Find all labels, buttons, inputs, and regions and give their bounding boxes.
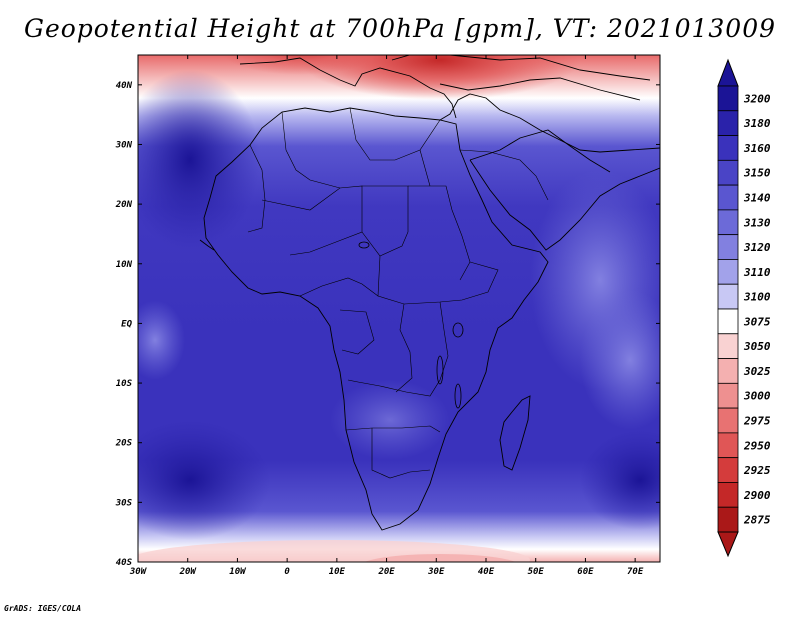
lon-label: 30W	[129, 567, 148, 577]
colorbar-swatch	[717, 283, 739, 310]
lat-label: 40S	[116, 558, 133, 568]
colorbar-swatch	[717, 184, 739, 211]
colorbar-label: 3130	[743, 216, 771, 229]
lon-label: 70E	[627, 567, 644, 577]
colorbar-swatch	[717, 506, 739, 533]
colorbar-swatch	[717, 209, 739, 236]
colorbar-label: 2900	[743, 489, 771, 502]
lat-label: 20S	[115, 439, 133, 449]
colorbar-label: 3200	[743, 92, 771, 105]
colorbar-swatch	[717, 407, 739, 434]
colorbar-swatch	[717, 135, 739, 161]
lat-label: 30S	[115, 498, 133, 508]
colorbar-swatch	[717, 382, 739, 409]
height-field	[138, 55, 660, 562]
colorbar-label: 3025	[743, 365, 771, 378]
coastlines	[199, 55, 660, 531]
colorbar-swatch	[717, 259, 739, 285]
longitude-axis: 30W 20W 10W 0 10E 20E 30E 40E 50E 60E 70E	[129, 55, 644, 577]
lat-label: 30N	[115, 140, 133, 150]
lon-label: 40E	[478, 567, 495, 577]
lon-label: 20W	[179, 567, 198, 577]
colorbar-min-arrow	[717, 531, 739, 558]
lakes	[358, 241, 464, 409]
colorbar: 3200 3180 3160 3150 3140 3130 3120 3110 3100 3075…	[717, 58, 771, 558]
map-frame	[137, 54, 661, 563]
colorbar-swatch	[717, 110, 739, 136]
colorbar-swatch	[717, 457, 739, 483]
credit-text: GrADS: IGES/COLA	[4, 604, 82, 613]
lat-label: 40N	[116, 81, 133, 91]
colorbar-label: 3180	[743, 117, 771, 130]
lat-label: EQ	[121, 319, 132, 329]
lon-label: 30E	[427, 567, 445, 577]
colorbar-label: 2875	[743, 514, 771, 527]
colorbar-swatch	[717, 333, 739, 359]
colorbar-max-arrow	[717, 58, 739, 87]
lat-label: 10N	[116, 260, 133, 270]
colorbar-label: 3140	[743, 192, 771, 205]
colorbar-label: 3000	[743, 390, 771, 403]
colorbar-label: 3050	[743, 340, 771, 353]
colorbar-label: 3100	[743, 291, 771, 304]
colorbar-swatch	[717, 482, 739, 508]
colorbar-swatch	[717, 234, 739, 260]
lon-label: 10W	[229, 567, 247, 577]
lon-label: 20E	[377, 567, 395, 577]
colorbar-label: 2950	[743, 439, 771, 452]
colorbar-swatch	[717, 358, 739, 384]
lat-label: 10S	[116, 379, 133, 389]
colorbar-swatch	[717, 159, 739, 186]
colorbar-swatch	[717, 432, 739, 459]
colorbar-label: 3110	[743, 266, 771, 279]
colorbar-label: 2975	[743, 415, 771, 428]
lon-label: 60E	[577, 567, 594, 577]
latitude-axis: 40N 30N 20N 10N EQ 10S 20S 30S 40S	[115, 81, 660, 568]
colorbar-label: 3075	[743, 315, 771, 328]
colorbar-swatch	[717, 308, 739, 335]
colorbar-label: 2925	[743, 464, 771, 477]
lon-label: 0	[284, 567, 290, 577]
colorbar-label: 3120	[743, 241, 771, 254]
country-borders	[247, 107, 549, 479]
lon-label: 10E	[329, 567, 346, 577]
map-title: Geopotential Height at 700hPa [gpm], VT:…	[23, 14, 777, 43]
lat-label: 20N	[115, 200, 133, 210]
colorbar-label: 3150	[743, 167, 771, 180]
lon-label: 50E	[528, 567, 545, 577]
colorbar-label: 3160	[743, 142, 771, 155]
colorbar-swatch	[717, 85, 739, 112]
